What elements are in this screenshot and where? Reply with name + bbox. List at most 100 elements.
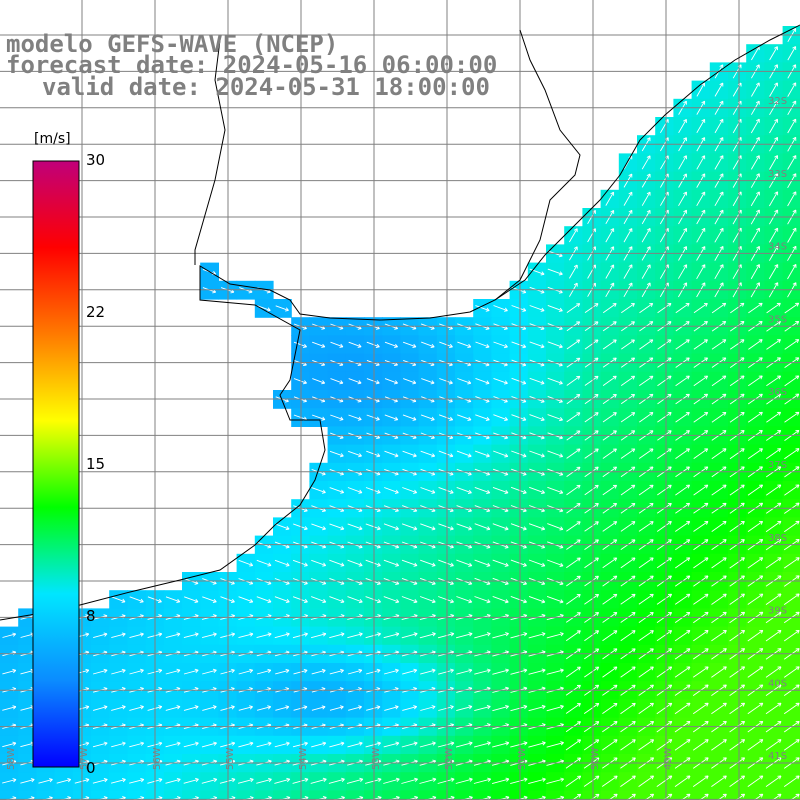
wind-arrow: [566, 339, 581, 350]
model-title: modelo GEFS-WAVE (NCEP): [6, 30, 339, 58]
wind-cell: [273, 790, 292, 800]
colorbar-unit: [m/s]: [34, 131, 71, 147]
wind-arrow: [696, 82, 706, 97]
wind-arrow: [602, 375, 617, 386]
wind-arrow: [620, 666, 636, 678]
wind-arrow: [693, 302, 708, 314]
wind-arrow: [711, 702, 727, 715]
wind-arrow: [238, 596, 254, 604]
wind-arrow: [569, 264, 578, 279]
wind-arrow: [165, 596, 181, 603]
wind-arrow: [765, 739, 782, 751]
longitude-label: 49W: [663, 747, 674, 770]
wind-arrow: [256, 777, 272, 784]
longitude-label: 57W: [79, 747, 90, 770]
wind-arrow: [492, 486, 509, 494]
wind-arrow: [693, 521, 709, 532]
wind-arrow: [457, 378, 472, 385]
wind-arrow: [547, 268, 563, 276]
wind-arrow: [641, 191, 651, 206]
wind-arrow: [656, 739, 673, 751]
wind-arrow: [693, 630, 709, 642]
wind-arrow: [401, 741, 418, 748]
wind-arrow: [765, 557, 782, 569]
wind-arrow: [566, 448, 581, 459]
wind-arrow: [583, 702, 600, 714]
wind-arrow: [383, 559, 400, 567]
wind-arrow: [783, 775, 800, 787]
wind-arrow: [711, 630, 727, 642]
wind-arrow: [692, 739, 709, 751]
wind-arrow: [678, 264, 688, 279]
wind-arrow: [383, 668, 399, 675]
wind-cell: [782, 790, 800, 800]
wind-arrow: [620, 375, 636, 386]
wind-arrow: [750, 155, 760, 170]
wind-arrow: [693, 411, 709, 423]
wind-arrow: [750, 264, 760, 280]
wind-arrow: [20, 778, 35, 784]
wind-arrow: [729, 339, 745, 350]
wind-arrow: [769, 82, 778, 97]
wind-arrow: [439, 341, 453, 349]
wind-arrow: [292, 632, 308, 639]
wind-arrow: [365, 741, 381, 748]
wind-arrow: [747, 629, 764, 642]
wind-arrow: [93, 632, 108, 639]
wind-arrow: [365, 559, 381, 567]
wind-arrow: [511, 377, 527, 385]
colorbar-tick: 30: [86, 151, 106, 169]
wind-arrow: [769, 191, 779, 207]
wind-arrow: [602, 303, 617, 314]
wind-arrow: [787, 46, 797, 61]
wind-arrow: [311, 487, 326, 494]
wind-arrow: [750, 118, 760, 134]
wind-arrow: [784, 339, 800, 350]
wind-arrow: [493, 414, 508, 422]
wind-arrow: [311, 668, 326, 675]
wind-arrow: [566, 593, 581, 605]
wind-arrow: [638, 521, 654, 532]
wind-arrow: [202, 596, 217, 603]
wind-arrow: [566, 412, 581, 423]
wind-arrow: [675, 557, 691, 569]
wind-arrow: [330, 341, 344, 348]
wind-arrow: [493, 377, 508, 385]
wind-arrow: [711, 775, 727, 787]
wind-arrow: [420, 450, 436, 458]
wind-cell: [254, 790, 274, 800]
wind-arrow: [769, 46, 778, 61]
wind-cell: [564, 790, 583, 800]
wind-arrow: [783, 593, 800, 605]
wind-arrow: [56, 777, 72, 784]
wind-arrow: [492, 523, 509, 531]
wind-arrow: [783, 629, 800, 642]
wind-arrow: [787, 82, 797, 97]
wind-arrow: [475, 305, 490, 312]
wind-arrow: [729, 666, 746, 678]
wind-arrow: [675, 412, 690, 423]
wind-arrow: [275, 305, 289, 312]
wind-arrow: [546, 632, 564, 639]
wind-arrow: [602, 666, 618, 678]
wind-arrow: [748, 375, 763, 387]
wind-arrow: [605, 191, 615, 206]
wind-arrow: [674, 702, 691, 715]
wind-arrow: [165, 741, 181, 748]
wind-arrow: [602, 412, 617, 423]
wind-arrows: [2, 28, 800, 800]
wind-arrow: [546, 741, 564, 748]
wind-arrow: [693, 557, 709, 569]
wind-arrow: [693, 448, 709, 459]
wind-arrow: [638, 484, 654, 496]
wind-arrow: [348, 450, 362, 458]
wind-arrow: [2, 778, 17, 784]
wind-arrow: [711, 339, 727, 350]
wind-arrow: [365, 523, 381, 531]
longitude-label: 51W: [517, 747, 528, 770]
wind-arrow: [329, 487, 345, 494]
latitude-label: 37S: [768, 460, 787, 471]
wind-arrow: [455, 741, 473, 748]
wind-arrow: [602, 630, 618, 642]
